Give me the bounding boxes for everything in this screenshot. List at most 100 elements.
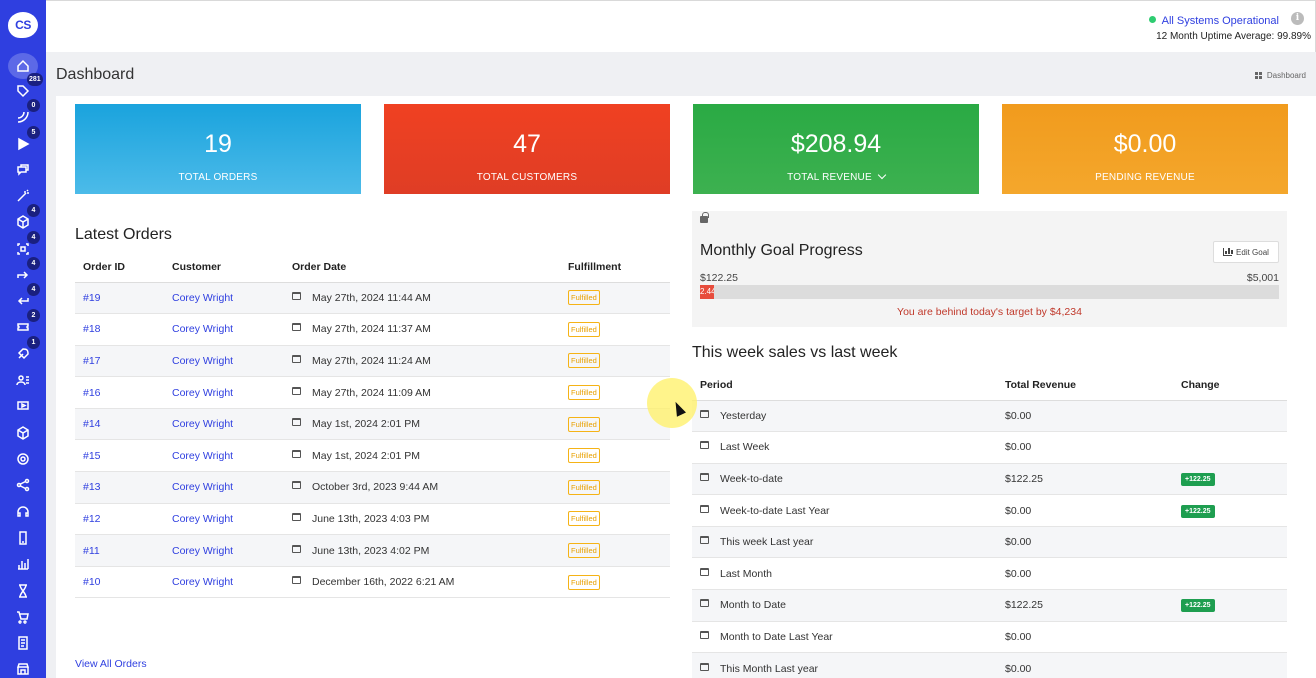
status-badge: Fulfilled bbox=[568, 353, 600, 369]
breadcrumb-item-dashboard[interactable]: Dashboard bbox=[1266, 71, 1306, 80]
sidebar-item-headset[interactable] bbox=[9, 501, 37, 523]
revenue-cell: $0.00 bbox=[997, 621, 1173, 654]
sidebar-item-forward[interactable]: 4 bbox=[9, 257, 40, 286]
edit-goal-button[interactable]: Edit Goal bbox=[1213, 241, 1279, 263]
sidebar-item-document[interactable] bbox=[9, 632, 37, 654]
customer-link[interactable]: Corey Wright bbox=[172, 323, 234, 336]
sidebar-item-share[interactable] bbox=[9, 474, 37, 496]
sidebar-item-video[interactable] bbox=[9, 395, 37, 417]
weekly-sales-title: This week sales vs last week bbox=[692, 344, 898, 361]
order-id-link[interactable]: #14 bbox=[83, 418, 101, 431]
table-row: #14 Corey Wright May 1st, 2024 2:01 PM Fulf… bbox=[75, 408, 670, 441]
chevron-down-icon[interactable] bbox=[877, 170, 887, 180]
document-icon bbox=[18, 636, 28, 650]
sidebar-item-home[interactable] bbox=[8, 53, 38, 79]
period-cell: Month to Date Last Year bbox=[692, 621, 997, 654]
customer-link[interactable]: Corey Wright bbox=[172, 386, 234, 399]
info-icon[interactable]: i bbox=[1291, 12, 1304, 25]
play-icon bbox=[18, 137, 30, 151]
sidebar-item-scan[interactable]: 4 bbox=[9, 231, 40, 260]
order-date-cell: October 3rd, 2023 9:44 AM bbox=[284, 471, 560, 504]
view-all-orders-link[interactable]: View All Orders bbox=[75, 658, 147, 670]
sidebar-item-settings[interactable] bbox=[9, 448, 37, 470]
sidebar-item-box[interactable]: 4 bbox=[9, 204, 40, 233]
period-label: Month to Date bbox=[720, 599, 786, 612]
order-date-cell: May 27th, 2024 11:09 AM bbox=[284, 376, 560, 409]
customer-link[interactable]: Corey Wright bbox=[172, 449, 234, 462]
status-badge: Fulfilled bbox=[568, 574, 600, 590]
sidebar-item-tag[interactable]: 281 bbox=[9, 73, 43, 102]
order-id-link[interactable]: #13 bbox=[83, 481, 101, 494]
stat-card-pending-revenue[interactable]: $0.00 PENDING REVENUE bbox=[1002, 104, 1288, 194]
customer-cell: Corey Wright bbox=[164, 503, 284, 536]
customer-link[interactable]: Corey Wright bbox=[172, 291, 234, 304]
sidebar-item-users[interactable] bbox=[9, 369, 37, 391]
stat-card-total-customers[interactable]: 47 TOTAL CUSTOMERS bbox=[384, 104, 670, 194]
customer-cell: Corey Wright bbox=[164, 345, 284, 378]
customer-link[interactable]: Corey Wright bbox=[172, 418, 234, 431]
period-cell: Month to Date bbox=[692, 589, 997, 622]
sidebar-item-chat[interactable] bbox=[9, 159, 37, 181]
calendar-icon bbox=[292, 354, 301, 363]
stat-card-total-orders[interactable]: 19 TOTAL ORDERS bbox=[75, 104, 361, 194]
home-icon bbox=[17, 59, 29, 72]
sidebar-item-ticket[interactable]: 2 bbox=[9, 309, 40, 338]
breadcrumb: Dashboard bbox=[1254, 71, 1306, 80]
sidebar-item-store[interactable] bbox=[9, 658, 37, 678]
period-label: Week-to-date Last Year bbox=[720, 504, 830, 517]
order-id-link[interactable]: #17 bbox=[83, 354, 101, 367]
customer-link[interactable]: Corey Wright bbox=[172, 576, 234, 589]
app-logo[interactable]: CS bbox=[8, 12, 38, 38]
sidebar-item-magic-wand[interactable] bbox=[9, 185, 37, 207]
order-id-link[interactable]: #15 bbox=[83, 449, 101, 462]
order-date: May 27th, 2024 11:09 AM bbox=[312, 386, 431, 399]
customer-cell: Corey Wright bbox=[164, 534, 284, 567]
settings-icon bbox=[17, 453, 29, 465]
sidebar-item-mobile[interactable] bbox=[9, 527, 37, 549]
customer-cell: Corey Wright bbox=[164, 471, 284, 504]
revenue-cell: $0.00 bbox=[997, 652, 1173, 678]
sidebar-item-play[interactable]: 5 bbox=[9, 126, 40, 155]
order-id-cell: #11 bbox=[75, 534, 164, 567]
customer-link[interactable]: Corey Wright bbox=[172, 354, 234, 367]
sidebar-item-cart[interactable] bbox=[9, 606, 37, 628]
share-icon bbox=[16, 478, 30, 492]
period-cell: Last Month bbox=[692, 557, 997, 591]
uptime-text: 12 Month Uptime Average: 99.89% bbox=[1156, 31, 1311, 42]
customer-link[interactable]: Corey Wright bbox=[172, 481, 234, 494]
calendar-icon bbox=[292, 512, 301, 521]
customer-link[interactable]: Corey Wright bbox=[172, 544, 234, 557]
sidebar-badge: 2 bbox=[27, 309, 40, 322]
order-id-link[interactable]: #11 bbox=[83, 544, 100, 557]
table-row: #11 Corey Wright June 13th, 2023 4:02 PM Fu… bbox=[75, 534, 670, 567]
stat-card-total-revenue[interactable]: $208.94 TOTAL REVENUE bbox=[693, 104, 979, 194]
system-status-link[interactable]: All Systems Operational bbox=[1148, 15, 1279, 27]
order-id-link[interactable]: #16 bbox=[83, 386, 101, 399]
sidebar-badge: 4 bbox=[27, 257, 40, 270]
sidebar-item-rocket[interactable]: 1 bbox=[9, 336, 40, 365]
calendar-icon bbox=[700, 567, 709, 576]
order-id-link[interactable]: #19 bbox=[83, 291, 101, 304]
sidebar: CS 281 0 5 4 4 4 4 2 1 bbox=[0, 0, 46, 678]
order-id-link[interactable]: #12 bbox=[83, 512, 101, 525]
change-cell bbox=[1173, 400, 1287, 433]
order-id-cell: #12 bbox=[75, 503, 164, 536]
sidebar-item-return[interactable]: 4 bbox=[9, 283, 40, 312]
customer-link[interactable]: Corey Wright bbox=[172, 512, 234, 525]
period-label: Last Month bbox=[720, 567, 772, 580]
stat-label-with-dropdown[interactable]: TOTAL REVENUE bbox=[693, 170, 979, 183]
order-id-link[interactable]: #18 bbox=[83, 323, 101, 336]
calendar-icon bbox=[700, 504, 709, 513]
status-badge: Fulfilled bbox=[568, 448, 600, 464]
order-id-cell: #18 bbox=[75, 313, 164, 346]
sidebar-item-rss[interactable]: 0 bbox=[9, 99, 40, 128]
lock-icon[interactable] bbox=[700, 212, 709, 223]
status-dot-icon bbox=[1148, 16, 1156, 23]
sidebar-item-hourglass[interactable] bbox=[9, 580, 37, 602]
sidebar-item-chart[interactable] bbox=[9, 553, 37, 575]
revenue-cell: $0.00 bbox=[997, 494, 1173, 527]
calendar-icon bbox=[700, 472, 709, 481]
order-id-link[interactable]: #10 bbox=[83, 576, 101, 589]
sidebar-item-cube[interactable] bbox=[9, 422, 37, 444]
change-badge: +122.25 bbox=[1181, 504, 1215, 518]
